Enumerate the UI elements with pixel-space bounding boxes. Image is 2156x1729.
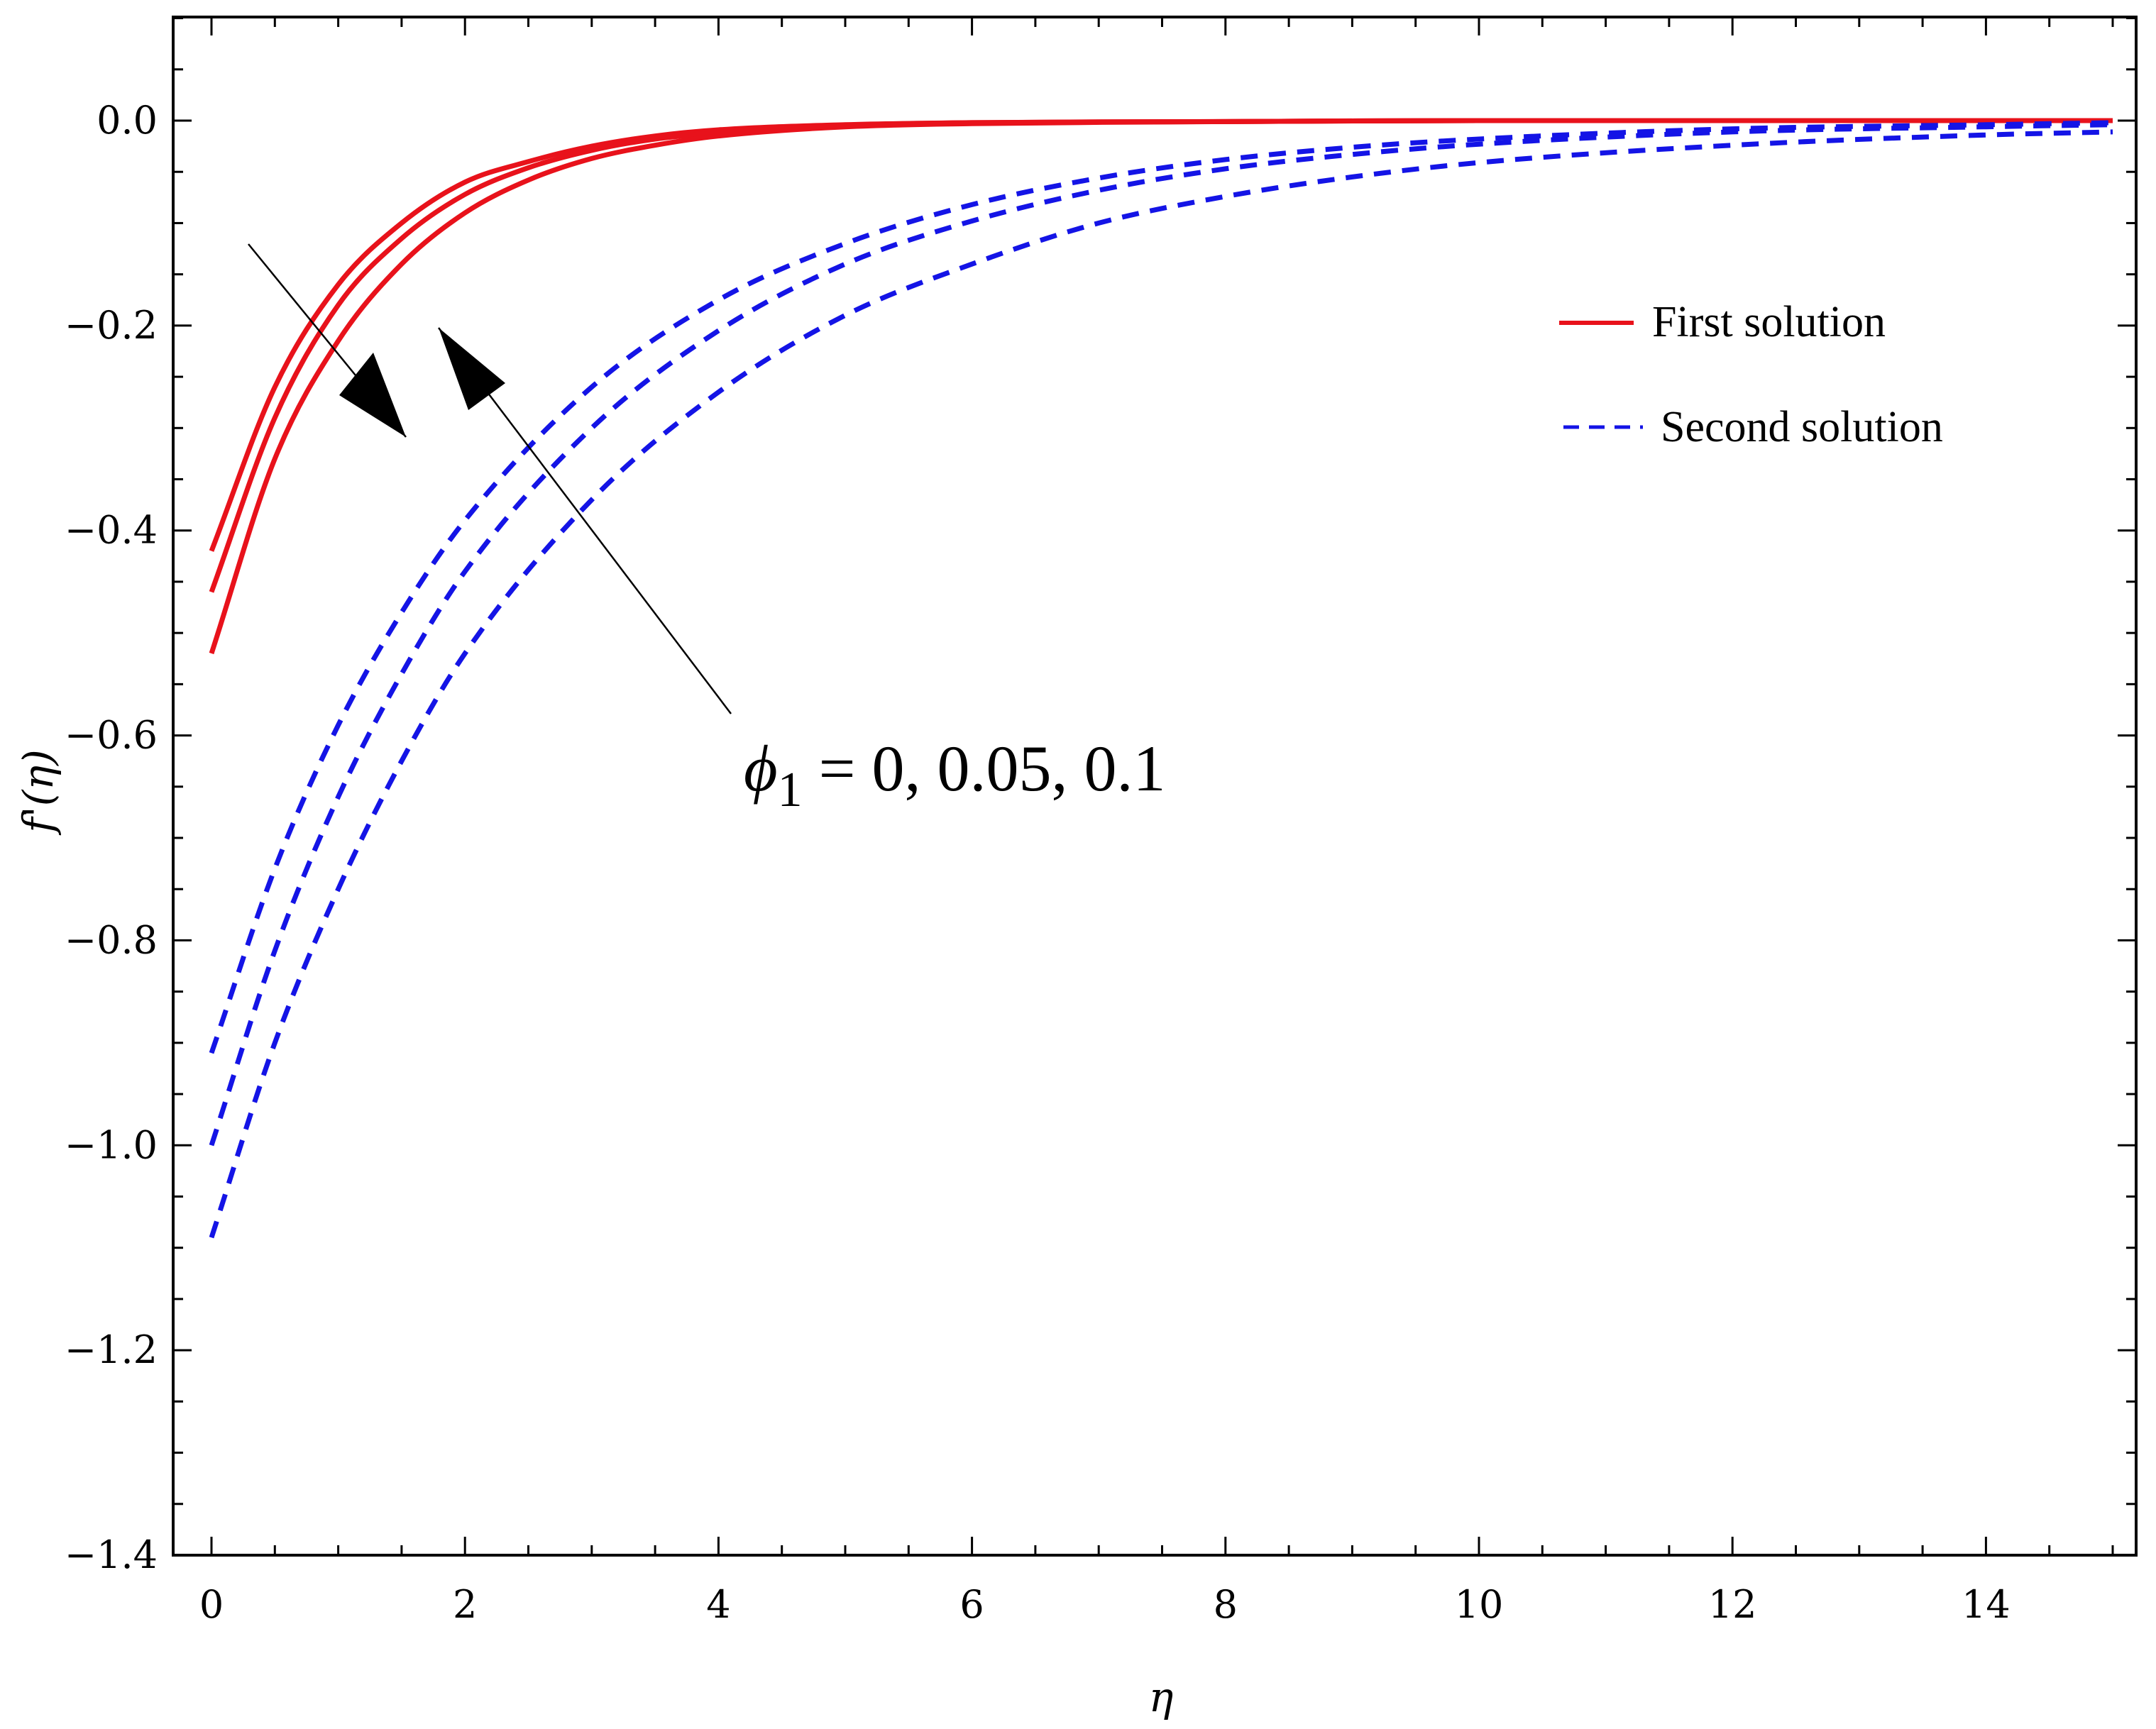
annotation-subscript: 1	[778, 763, 803, 817]
y-tick-label: 0.0	[97, 98, 158, 143]
annotation-arrows	[248, 243, 732, 714]
legend: First solution Second solution	[1559, 298, 1943, 451]
y-tick-label: −0.2	[65, 303, 158, 348]
x-tick-label: 10	[1455, 1582, 1504, 1627]
annotation-symbol: ϕ	[744, 732, 778, 805]
y-tick-label: −0.6	[65, 713, 158, 758]
x-tick-label: 4	[706, 1582, 730, 1627]
x-tick-label: 2	[453, 1582, 477, 1627]
second-solution-curve-3	[209, 129, 2113, 1239]
first-solution-curve-3	[209, 118, 2113, 655]
x-tick-label: 8	[1214, 1582, 1238, 1627]
y-tick-label: −1.0	[65, 1122, 158, 1167]
x-tick-label: 14	[1962, 1582, 2011, 1627]
second-solution-curve-1	[209, 120, 2113, 1054]
annotation-values: = 0, 0.05, 0.1	[803, 732, 1166, 805]
arrow-up-head	[439, 328, 505, 410]
x-tick-label: 12	[1708, 1582, 1757, 1627]
legend-label-first-solution: First solution	[1652, 298, 1886, 346]
y-tick-label: −1.4	[65, 1532, 158, 1577]
y-axis-ticks: 0.0 −0.2 −0.4 −0.6 −0.8 −1.0 −1.2 −1.4	[65, 17, 2136, 1577]
y-tick-label: −1.2	[65, 1327, 158, 1372]
y-tick-label: −0.4	[65, 508, 158, 553]
second-solution-curve-2	[209, 122, 2113, 1147]
x-axis-ticks: 0 2 4 6 8 10 12 14	[199, 17, 2114, 1627]
y-tick-label: −0.8	[65, 917, 158, 962]
x-tick-label: 6	[959, 1582, 984, 1627]
series-layer	[209, 118, 2113, 1239]
y-axis-title: f'(η)	[14, 749, 62, 835]
legend-label-second-solution: Second solution	[1661, 403, 1943, 451]
x-axis-title: η	[1149, 1673, 1174, 1721]
first-solution-curve-2	[209, 118, 2113, 593]
arrow-down-head	[339, 353, 406, 437]
annotation-label: ϕ1 = 0, 0.05, 0.1	[744, 732, 1166, 817]
x-tick-label: 0	[199, 1582, 224, 1627]
